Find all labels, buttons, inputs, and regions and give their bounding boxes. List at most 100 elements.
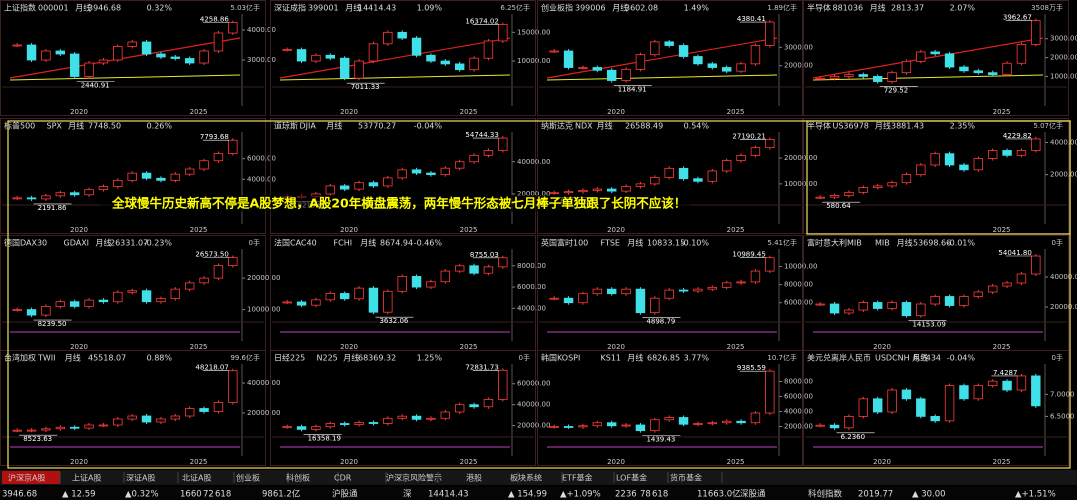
tab[interactable]: 北证A股 xyxy=(182,474,211,483)
candle xyxy=(563,297,574,304)
tab[interactable]: CDR xyxy=(334,474,352,483)
y-tick-label: 60000.00 xyxy=(517,380,550,388)
tab[interactable]: 创业板 xyxy=(236,473,260,483)
y-tick-label: 6000.00 xyxy=(784,299,813,307)
index-name: 德国DAX30 xyxy=(4,238,47,248)
y-tick-label: 7.0000 xyxy=(1050,390,1075,398)
volume-unit: 0手 xyxy=(1052,238,1063,247)
status-item: 2236 xyxy=(615,490,637,500)
index-code: N225 xyxy=(317,354,338,363)
price: 53698.66 xyxy=(913,239,951,248)
high-label: 4258.86 xyxy=(200,16,229,24)
candle xyxy=(736,63,746,72)
status-item: 3946.68 xyxy=(2,490,37,500)
candle xyxy=(765,257,775,272)
trend-line-decor xyxy=(812,37,1044,79)
candle xyxy=(930,153,940,166)
candle xyxy=(549,426,559,428)
candle xyxy=(383,417,393,424)
y-tick-label: 1000.00 xyxy=(1050,72,1077,80)
candle xyxy=(296,49,307,62)
candle xyxy=(426,172,436,176)
tab[interactable]: ETF基金 xyxy=(562,473,593,483)
period: 月线 xyxy=(75,3,91,13)
low-label: 8239.50 xyxy=(38,320,67,328)
low-label: 8523.63 xyxy=(23,435,52,443)
candle xyxy=(1016,273,1027,284)
candle xyxy=(184,168,195,175)
low-label: 14153.09 xyxy=(912,321,945,329)
year-label: 2020 xyxy=(607,458,625,466)
candle xyxy=(454,63,465,71)
candle xyxy=(199,50,209,64)
tab[interactable]: 板块系统 xyxy=(510,473,542,483)
candle xyxy=(282,426,292,429)
year-label: 2025 xyxy=(190,458,208,466)
candle xyxy=(426,417,436,420)
change-pct: 1.09% xyxy=(417,4,443,13)
year-label: 2020 xyxy=(70,226,88,234)
index-name: 深证成指 xyxy=(274,3,306,13)
status-item: ▲+1.09% xyxy=(560,490,601,500)
status-item: 沪股通 xyxy=(332,489,358,500)
panel-frame xyxy=(537,350,803,466)
high-label: 10989.45 xyxy=(732,251,765,259)
tab-bar xyxy=(0,470,1077,485)
candle xyxy=(127,172,137,181)
year-label: 2020 xyxy=(873,458,891,466)
year-label: 2025 xyxy=(993,226,1011,234)
candle xyxy=(98,424,109,427)
tab[interactable]: 港股 xyxy=(466,473,482,483)
y-tick-label: 2000.00 xyxy=(784,62,813,70)
volume-unit: 99.6亿手 xyxy=(230,353,260,362)
high-label: 26573.50 xyxy=(195,250,228,258)
y-tick-label: 20000.00 xyxy=(247,409,280,417)
tab[interactable]: 科创板 xyxy=(286,473,310,483)
candle xyxy=(635,183,646,187)
candle xyxy=(213,153,224,162)
candle xyxy=(397,169,407,179)
high-label: 4229.82 xyxy=(1003,132,1032,140)
candle xyxy=(282,301,292,304)
trend-line-decor xyxy=(279,37,511,79)
candle xyxy=(469,404,479,408)
tab-active[interactable] xyxy=(2,471,60,484)
candle xyxy=(397,31,407,39)
candle xyxy=(397,415,407,419)
candle xyxy=(41,50,51,61)
candle xyxy=(664,289,674,299)
tab[interactable]: 深证A股 xyxy=(126,474,155,483)
tab[interactable]: 上证A股 xyxy=(72,474,101,483)
candle xyxy=(1031,20,1041,45)
tab[interactable]: LOF基金 xyxy=(616,473,647,483)
candle xyxy=(901,389,912,400)
candle xyxy=(815,424,825,427)
year-label: 2025 xyxy=(460,343,478,351)
candle xyxy=(84,424,94,429)
tab[interactable]: 货币基金 xyxy=(670,473,702,483)
y-tick-label: 10000.00 xyxy=(247,306,280,314)
status-item: ▲ 12.59 xyxy=(62,490,96,500)
year-label: 2020 xyxy=(340,343,358,351)
period: 月线 xyxy=(627,353,643,363)
low-label: 2191.86 xyxy=(38,204,67,212)
candle xyxy=(26,309,37,316)
volume-unit: 0手 xyxy=(519,353,530,362)
candle xyxy=(563,426,574,428)
candle xyxy=(707,422,718,425)
high-label: 3962.67 xyxy=(1003,14,1032,22)
candle xyxy=(987,150,998,159)
candle xyxy=(858,187,869,193)
y-tick-label: 2000.00 xyxy=(1050,171,1077,179)
panel-frame xyxy=(0,0,266,116)
volume-unit: 10.7亿手 xyxy=(767,353,797,362)
index-code: MIB xyxy=(875,239,890,248)
candle xyxy=(664,417,674,421)
status-item: ▲+1.51% xyxy=(1015,490,1056,500)
tab[interactable]: 沪深京A股 xyxy=(8,473,45,483)
status-item: ▲0.32% xyxy=(125,490,159,500)
support-line-decor xyxy=(546,74,778,81)
index-code: KS11 xyxy=(601,354,622,363)
candle xyxy=(765,370,775,414)
tab[interactable]: 沪深京风险警示 xyxy=(386,473,442,483)
